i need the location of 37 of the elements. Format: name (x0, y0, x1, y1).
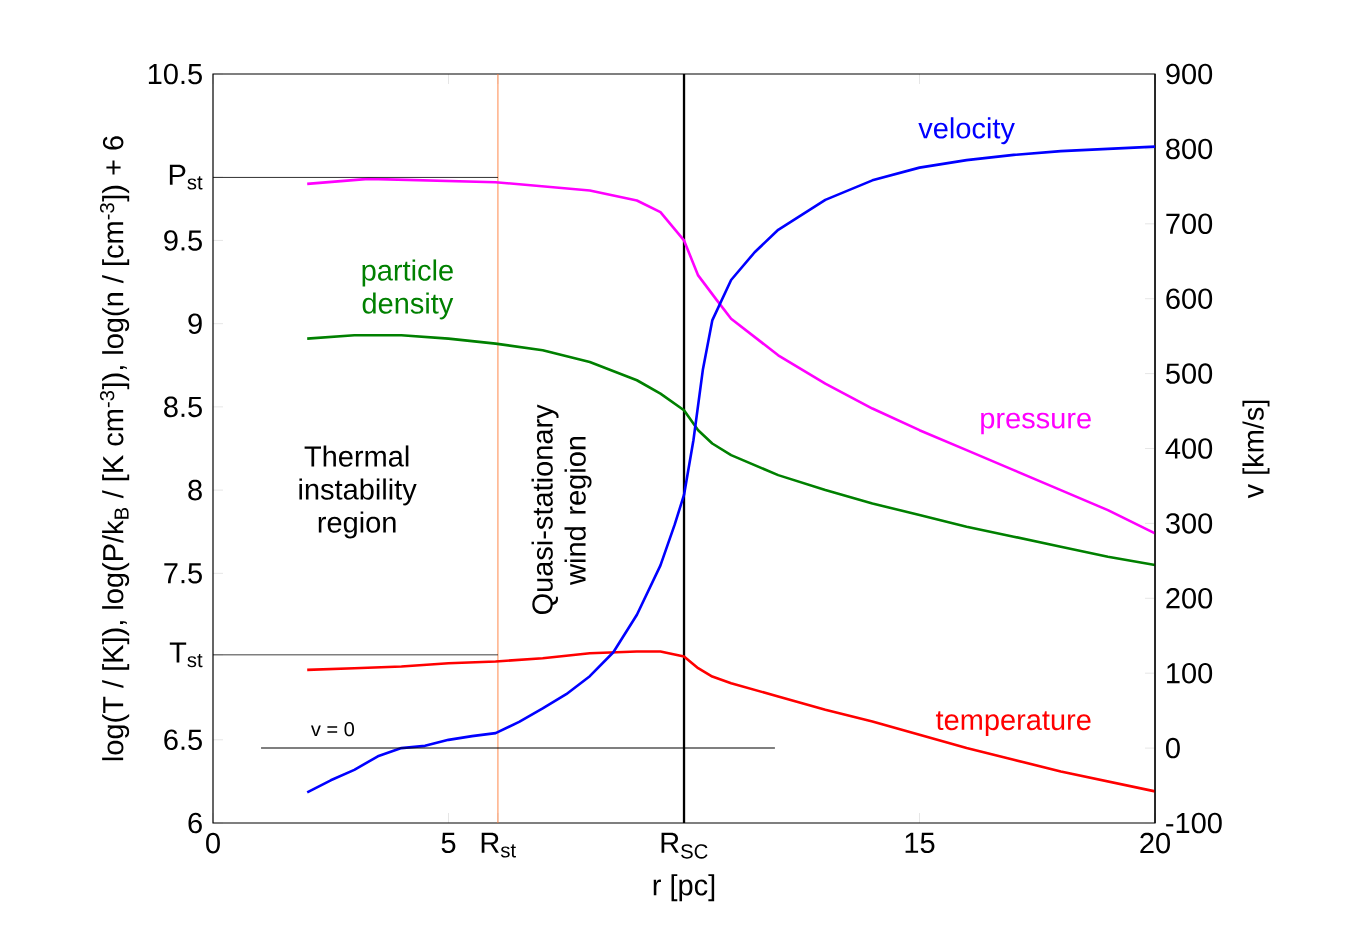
x-tick-label: 0 (206, 832, 220, 854)
y2-tick-label: 800 (1166, 138, 1213, 160)
x-tick-label: 20 (1140, 832, 1170, 854)
series-label: particle density (362, 259, 454, 320)
y-tick-label: 7.5 (164, 563, 202, 584)
y-tick-label: 9.5 (164, 230, 202, 251)
y2-tick-label: 500 (1166, 363, 1213, 384)
series-label: pressure (981, 412, 1091, 435)
y-tick-label: 6 (188, 812, 202, 834)
y-tick-label: 8 (188, 479, 202, 501)
y2-tick-label: 700 (1166, 213, 1213, 235)
y-tick-label: 8.5 (164, 396, 202, 418)
annotation: Quasi-stationary wind region (531, 404, 592, 615)
x-tick-label: 15 (905, 832, 935, 854)
x-tick-label: R$_{st}$ (481, 832, 516, 858)
y-tick-label: 10.5 (148, 63, 202, 85)
y-axis-title: log(T / [K]), log(P/k$_{B}$ / [K cm$^{-3}$]), log(n / [cm$^{-3}$]) + 6 (99, 136, 130, 761)
y2-tick-label: 300 (1165, 513, 1213, 534)
y-tick-label: 6.5 (164, 729, 202, 751)
y2-tick-label: 900 (1166, 63, 1213, 85)
y-tick-label: P$_{st}$ (169, 164, 203, 190)
y2-tick-label: 200 (1166, 588, 1213, 609)
y2-tick-label: -100 (1166, 812, 1222, 834)
x-tick-label: R$_{SC}$ (661, 832, 708, 859)
x-tick-label: 5 (441, 832, 456, 854)
y2-tick-label: 100 (1167, 662, 1213, 684)
y2-tick-label: 400 (1165, 438, 1213, 459)
y2-tick-label: 0 (1166, 737, 1180, 759)
x-axis-title: r [pc] (653, 874, 715, 902)
annotation: Thermal instability region (299, 445, 417, 539)
y-tick-label: 9 (188, 313, 202, 334)
series-label: velocity (918, 117, 1015, 145)
y-tick-label: T$_{st}$ (169, 642, 203, 668)
series-label: temperature (935, 711, 1091, 736)
y2-axis-title: v [km/s] (1242, 400, 1270, 499)
series-label: v = 0 (310, 722, 355, 737)
y2-tick-label: 600 (1166, 288, 1213, 309)
